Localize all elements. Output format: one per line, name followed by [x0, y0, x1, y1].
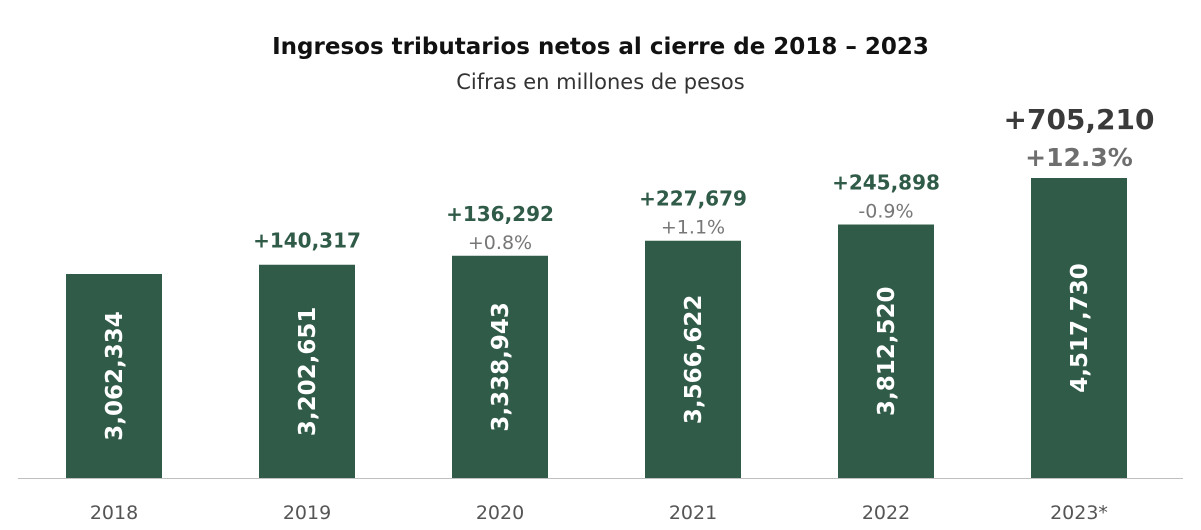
x-tick-label: 2018 [90, 502, 138, 524]
bar [1031, 178, 1127, 478]
bar [645, 240, 741, 478]
abs-change-label: +227,679 [639, 187, 747, 211]
bar [838, 224, 934, 478]
bar [259, 264, 355, 478]
chart-title: Ingresos tributarios netos al cierre de … [272, 34, 929, 60]
x-tick-label: 2023* [1050, 502, 1108, 524]
pct-change-label: +1.1% [661, 217, 725, 239]
chart-subtitle: Cifras en millones de pesos [456, 70, 745, 94]
bar-value-label: 4,517,730 [1067, 263, 1093, 393]
abs-change-label: +705,210 [1004, 103, 1155, 136]
bar [452, 255, 548, 478]
pct-change-label: +12.3% [1025, 143, 1133, 172]
bar-value-label: 3,062,334 [102, 311, 128, 441]
x-tick-label: 2020 [476, 502, 524, 524]
bar [66, 274, 162, 478]
x-tick-label: 2021 [669, 502, 717, 524]
bar-value-label: 3,812,520 [874, 287, 900, 417]
bar-value-label: 3,566,622 [681, 295, 707, 425]
abs-change-label: +140,317 [253, 229, 361, 253]
bar-value-label: 3,338,943 [488, 302, 514, 432]
pct-change-label: -0.9% [858, 201, 913, 223]
abs-change-label: +245,898 [832, 171, 940, 195]
pct-change-label: +0.8% [468, 232, 532, 254]
bar-value-label: 3,202,651 [295, 307, 321, 437]
x-tick-label: 2019 [283, 502, 331, 524]
x-tick-label: 2022 [862, 502, 910, 524]
abs-change-label: +136,292 [446, 202, 554, 226]
